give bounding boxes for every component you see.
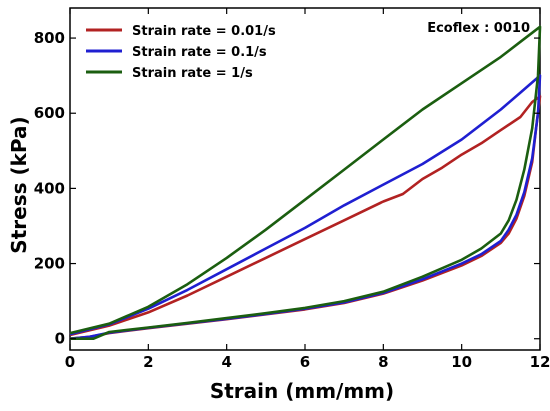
- legend-label: Strain rate = 0.1/s: [132, 45, 267, 60]
- legend-label: Strain rate = 0.01/s: [132, 24, 276, 39]
- x-tick-label: 8: [378, 353, 388, 371]
- y-tick-label: 200: [34, 255, 65, 273]
- y-tick-label: 600: [34, 104, 65, 122]
- y-tick-label: 400: [34, 179, 65, 197]
- x-tick-label: 12: [530, 353, 550, 371]
- series-line-3: [69, 25, 542, 340]
- y-axis-title: Stress (kPa): [7, 116, 31, 253]
- legend-label: Strain rate = 1/s: [132, 66, 253, 81]
- chart-annotation: Ecoflex : 0010: [427, 21, 530, 36]
- y-tick-label: 800: [34, 29, 65, 47]
- x-tick-label: 4: [221, 353, 231, 371]
- x-tick-label: 2: [143, 353, 153, 371]
- x-tick-label: 0: [65, 353, 75, 371]
- x-axis-title: Strain (mm/mm): [210, 379, 394, 403]
- series-line-2: [69, 74, 542, 340]
- x-tick-label: 6: [300, 353, 310, 371]
- legend: Strain rate = 0.01/s Strain rate = 0.1/s S…: [80, 16, 295, 86]
- x-tick-label: 10: [451, 353, 472, 371]
- y-tick-label: 0: [55, 330, 65, 348]
